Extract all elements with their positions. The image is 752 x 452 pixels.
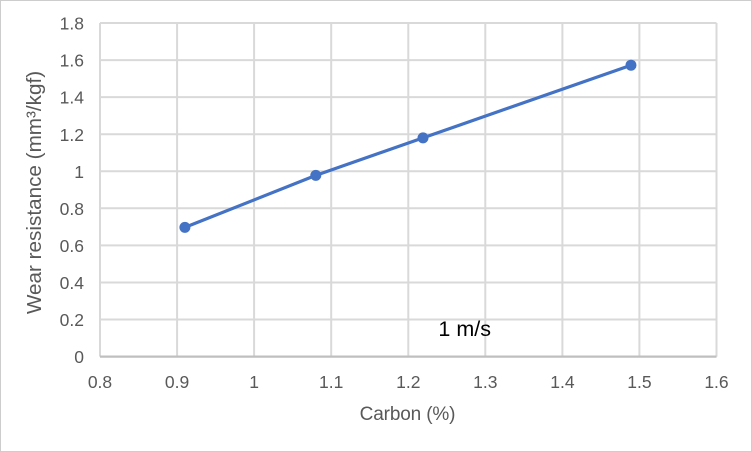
svg-text:1: 1 [74, 162, 84, 182]
svg-text:1.8: 1.8 [60, 14, 84, 34]
svg-text:1.4: 1.4 [550, 372, 575, 392]
svg-text:1.6: 1.6 [704, 372, 728, 392]
svg-text:1.2: 1.2 [396, 372, 420, 392]
svg-text:0.6: 0.6 [60, 236, 84, 256]
svg-text:0.8: 0.8 [60, 199, 84, 219]
svg-text:1.2: 1.2 [60, 125, 84, 145]
svg-text:0.8: 0.8 [88, 372, 112, 392]
svg-text:0: 0 [74, 347, 84, 367]
svg-text:0.2: 0.2 [60, 310, 84, 330]
svg-text:1.5: 1.5 [627, 372, 651, 392]
svg-text:1.6: 1.6 [60, 51, 84, 71]
svg-text:0.4: 0.4 [60, 273, 85, 293]
svg-text:Wear resistance (mm³/kgf): Wear resistance (mm³/kgf) [23, 71, 46, 314]
svg-text:1 m/s: 1 m/s [438, 317, 491, 341]
svg-text:1: 1 [249, 372, 259, 392]
svg-text:1.1: 1.1 [319, 372, 343, 392]
svg-text:0.9: 0.9 [165, 372, 189, 392]
svg-text:Carbon (%): Carbon (%) [360, 404, 456, 425]
svg-text:1.4: 1.4 [60, 88, 85, 108]
svg-text:1.3: 1.3 [473, 372, 497, 392]
